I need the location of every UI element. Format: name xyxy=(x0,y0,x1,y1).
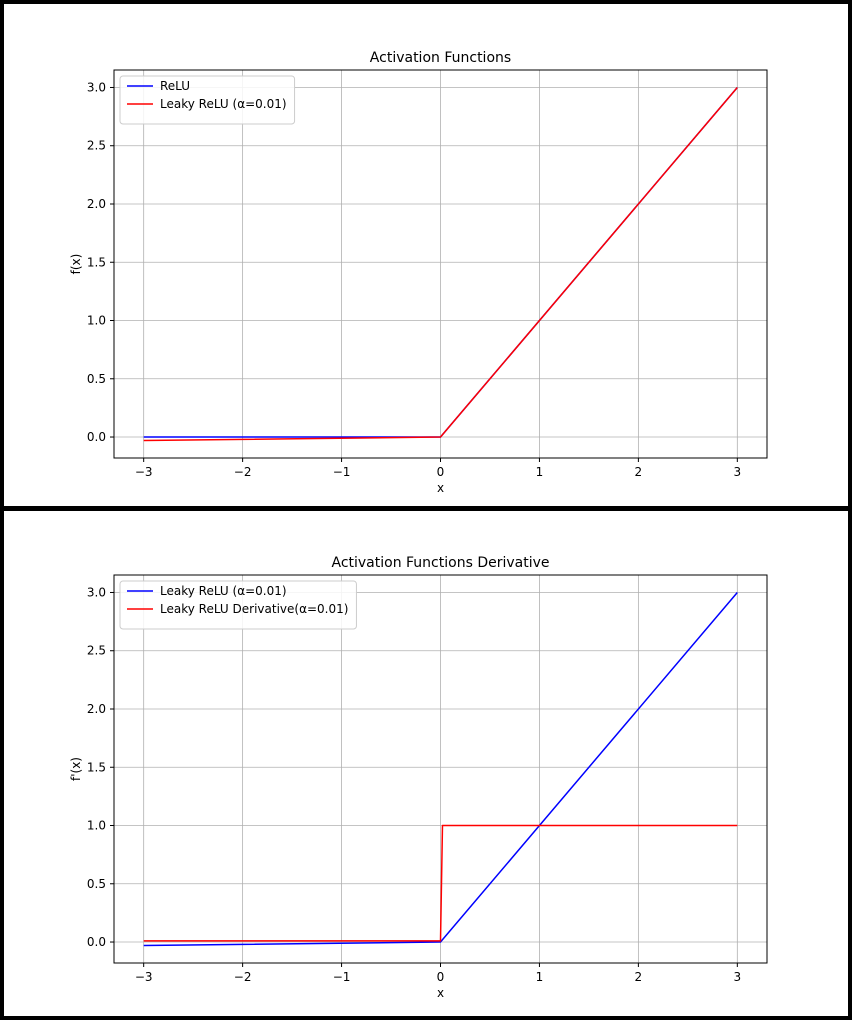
y-tick-label: 2.0 xyxy=(87,702,106,716)
x-tick-label: −3 xyxy=(135,465,153,479)
y-axis-label: f(x) xyxy=(69,254,83,275)
y-tick-label: 2.5 xyxy=(87,644,106,658)
x-tick-label: 0 xyxy=(437,465,445,479)
chart-panel-activation-derivative: −3 −2 −1 0 1 2 3 0.0 0.5 1.0 1.5 2.0 2.5 3.0 Activatio… xyxy=(0,507,852,1020)
x-tick-label: 3 xyxy=(733,970,741,984)
chart-title: Activation Functions Derivative xyxy=(331,555,549,571)
series-line-leaky-relu-0-01 xyxy=(143,86,738,442)
legend-label: Leaky ReLU (α=0.01) xyxy=(160,584,287,598)
y-tick-label: 1.0 xyxy=(87,314,106,328)
x-tick-label: 1 xyxy=(536,970,544,984)
series-line-leaky-relu-derivative-0-01 xyxy=(143,824,738,942)
chart-activation-functions: −3 −2 −1 0 1 2 3 0.0 0.5 1.0 1.5 2.0 2.5 3.0 Activatio… xyxy=(69,50,768,495)
chart-panel-activation-functions: −3 −2 −1 0 1 2 3 0.0 0.5 1.0 1.5 2.0 2.5 3.0 Activatio… xyxy=(0,0,852,510)
y-axis-label: f'(x) xyxy=(69,757,83,781)
x-tick-label: 3 xyxy=(733,465,741,479)
y-tick-label: 0.5 xyxy=(87,372,106,386)
x-axis-label: x xyxy=(437,481,444,495)
x-tick-label: 0 xyxy=(437,970,445,984)
legend: ReLU Leaky ReLU (α=0.01) xyxy=(119,75,296,125)
y-tick-label: 0.0 xyxy=(87,430,106,444)
series-line-leaky-relu-0-01 xyxy=(143,591,738,947)
x-tick-label: 1 xyxy=(536,465,544,479)
legend-box xyxy=(119,580,357,630)
legend-box xyxy=(119,75,296,125)
chart-activation-derivative: −3 −2 −1 0 1 2 3 0.0 0.5 1.0 1.5 2.0 2.5 3.0 Activatio… xyxy=(69,555,768,1000)
legend-label: Leaky ReLU Derivative(α=0.01) xyxy=(160,602,348,616)
x-tick-label: −1 xyxy=(333,465,351,479)
x-axis-label: x xyxy=(437,986,444,1000)
legend-label: ReLU xyxy=(160,79,190,93)
x-tick-label: −2 xyxy=(234,465,252,479)
chart-title: Activation Functions xyxy=(370,50,511,66)
x-tick-label: 2 xyxy=(635,970,643,984)
y-tick-label: 2.5 xyxy=(87,139,106,153)
x-tick-label: −1 xyxy=(333,970,351,984)
legend: Leaky ReLU (α=0.01) Leaky ReLU Derivative… xyxy=(119,580,357,630)
y-tick-label: 3.0 xyxy=(87,585,106,599)
y-tick-label: 0.0 xyxy=(87,935,106,949)
y-tick-label: 3.0 xyxy=(87,80,106,94)
y-tick-label: 2.0 xyxy=(87,197,106,211)
y-tick-label: 1.0 xyxy=(87,819,106,833)
legend-label: Leaky ReLU (α=0.01) xyxy=(160,97,287,111)
y-tick-label: 0.5 xyxy=(87,877,106,891)
x-tick-label: 2 xyxy=(635,465,643,479)
x-tick-label: −2 xyxy=(234,970,252,984)
y-tick-label: 1.5 xyxy=(87,255,106,269)
x-tick-label: −3 xyxy=(135,970,153,984)
y-tick-label: 1.5 xyxy=(87,760,106,774)
